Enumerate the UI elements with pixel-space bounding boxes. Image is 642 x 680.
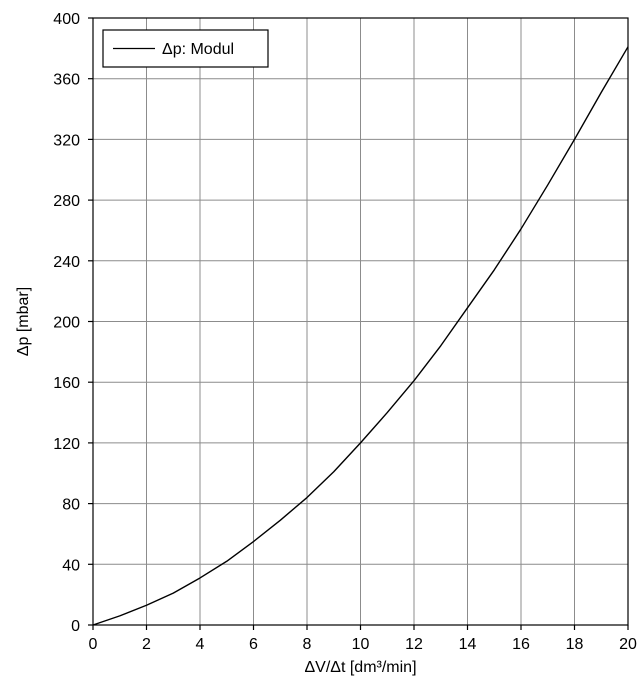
y-axis-label: Δp [mbar] bbox=[15, 287, 32, 356]
y-tick-label: 120 bbox=[53, 436, 80, 453]
y-tick-labels: 0 40 80 120 160 200 240 280 320 360 400 bbox=[53, 11, 80, 635]
y-tick-label: 280 bbox=[53, 193, 80, 210]
y-tick-label: 360 bbox=[53, 72, 80, 89]
x-tick-label: 20 bbox=[619, 636, 637, 653]
y-tick-label: 240 bbox=[53, 254, 80, 271]
axis-ticks bbox=[88, 17, 629, 630]
x-tick-label: 2 bbox=[142, 636, 151, 653]
grid bbox=[93, 18, 628, 625]
x-tick-label: 10 bbox=[352, 636, 370, 653]
y-tick-label: 320 bbox=[53, 132, 80, 149]
x-tick-label: 6 bbox=[249, 636, 258, 653]
legend: Δp: Modul bbox=[102, 29, 269, 68]
x-tick-labels: 0 2 4 6 8 10 12 14 16 18 20 bbox=[89, 636, 637, 653]
x-tick-label: 14 bbox=[459, 636, 477, 653]
y-tick-label: 40 bbox=[62, 557, 80, 574]
y-tick-label: 80 bbox=[62, 497, 80, 514]
x-tick-label: 8 bbox=[303, 636, 312, 653]
legend-label: Δp: Modul bbox=[162, 41, 234, 58]
x-tick-label: 0 bbox=[89, 636, 98, 653]
y-tick-label: 200 bbox=[53, 315, 80, 332]
x-axis-label: ΔV/Δt [dm³/min] bbox=[304, 659, 416, 676]
x-tick-label: 12 bbox=[405, 636, 423, 653]
series-line bbox=[92, 46, 629, 626]
y-tick-label: 400 bbox=[53, 11, 80, 28]
y-tick-label: 0 bbox=[71, 618, 80, 635]
x-tick-label: 16 bbox=[512, 636, 530, 653]
y-tick-label: 160 bbox=[53, 375, 80, 392]
plot-series bbox=[92, 46, 629, 626]
x-tick-label: 18 bbox=[566, 636, 584, 653]
x-tick-label: 4 bbox=[196, 636, 205, 653]
